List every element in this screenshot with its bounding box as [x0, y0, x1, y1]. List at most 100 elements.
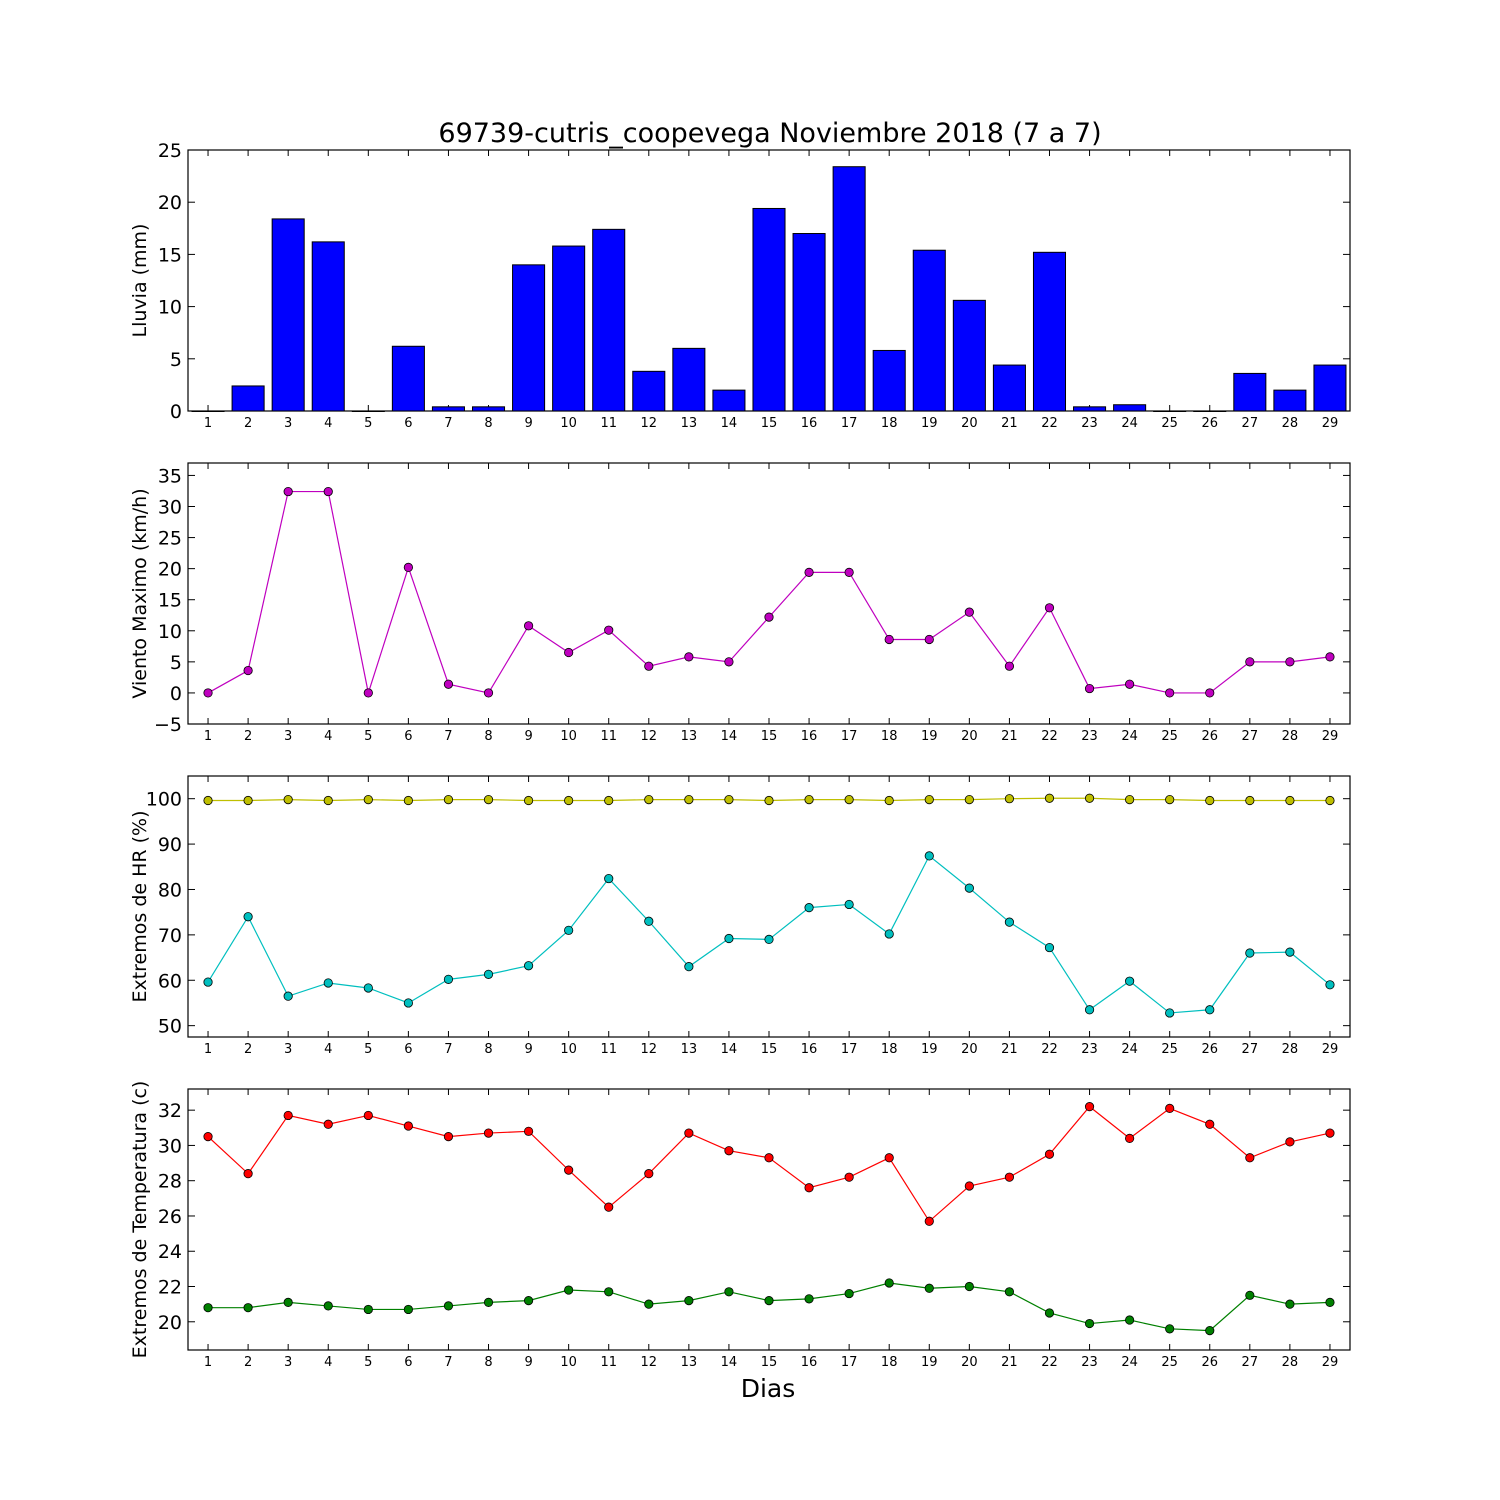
data-point	[804, 1183, 814, 1193]
data-point	[644, 1299, 654, 1309]
data-point	[764, 1153, 774, 1163]
x-tick-label: 4	[324, 729, 332, 744]
y-axis-label: Extremos de Temperatura (c)	[129, 1081, 151, 1359]
data-point	[964, 1181, 974, 1191]
data-point	[924, 634, 934, 645]
x-tick-label: 5	[364, 729, 372, 744]
x-tick-label: 9	[524, 1355, 532, 1370]
data-point	[764, 795, 774, 806]
data-point	[644, 1169, 654, 1179]
x-tick-label: 4	[324, 1042, 332, 1057]
bar	[231, 385, 265, 412]
data-point	[1205, 1326, 1215, 1336]
x-tick-label: 26	[1201, 1042, 1218, 1057]
data-point	[363, 795, 373, 805]
data-point	[804, 1294, 814, 1304]
x-tick-label: 2	[244, 416, 252, 431]
data-point	[243, 1169, 253, 1179]
data-point	[1325, 980, 1335, 990]
data-point	[604, 1287, 614, 1297]
data-point	[1044, 1149, 1055, 1159]
data-point	[764, 612, 774, 622]
y-tick-label: 15	[158, 244, 182, 266]
data-point	[1165, 1103, 1175, 1113]
data-point	[523, 795, 534, 806]
data-point	[684, 1296, 694, 1306]
bar	[311, 241, 345, 412]
data-point	[1004, 1172, 1015, 1182]
x-tick-label: 12	[641, 729, 658, 744]
y-tick-label: 35	[158, 465, 182, 487]
x-tick-label: 22	[1041, 729, 1058, 744]
data-point	[243, 665, 253, 676]
x-tick-label: 11	[600, 1042, 617, 1057]
y-tick-label: 24	[158, 1241, 182, 1263]
data-point	[964, 795, 974, 805]
data-point	[523, 961, 534, 971]
x-tick-label: 17	[841, 416, 858, 431]
bar	[1032, 251, 1067, 412]
data-point	[443, 974, 454, 984]
x-tick-label: 24	[1121, 416, 1138, 431]
data-point	[644, 795, 654, 805]
y-tick-label: 60	[158, 970, 182, 992]
bar	[351, 410, 385, 412]
x-tick-label: 1	[204, 729, 212, 744]
y-tick-label: 28	[158, 1171, 182, 1193]
data-point	[604, 1202, 614, 1212]
x-tick-label: 4	[324, 1355, 332, 1370]
x-tick-label: 5	[364, 416, 372, 431]
bar	[191, 410, 225, 412]
x-tick-label: 29	[1322, 1042, 1339, 1057]
x-tick-label: 25	[1161, 729, 1178, 744]
data-point	[964, 1281, 974, 1292]
y-tick-label: 25	[158, 528, 182, 550]
data-point	[443, 1132, 454, 1142]
data-point	[1325, 1128, 1335, 1138]
data-point	[323, 978, 333, 988]
x-tick-label: 10	[560, 1355, 577, 1370]
x-tick-label: 21	[1001, 1042, 1018, 1057]
bar	[1153, 410, 1187, 412]
data-point	[323, 486, 333, 497]
data-point	[1205, 1005, 1215, 1015]
data-point	[443, 679, 454, 689]
data-point	[523, 621, 534, 631]
x-tick-label: 14	[721, 1042, 738, 1057]
x-tick-label: 12	[641, 1042, 658, 1057]
data-point	[1125, 795, 1135, 805]
y-tick-label: 15	[158, 590, 182, 612]
x-tick-label: 23	[1081, 729, 1098, 744]
data-point	[1084, 683, 1095, 694]
data-point	[684, 652, 694, 662]
x-tick-label: 11	[600, 729, 617, 744]
x-tick-label: 28	[1282, 729, 1299, 744]
x-tick-label: 9	[524, 416, 532, 431]
data-point	[283, 486, 293, 497]
bar	[832, 166, 866, 412]
bar	[1233, 372, 1267, 412]
y-tick-label: 70	[158, 925, 182, 947]
data-point	[323, 1119, 333, 1129]
bar	[592, 228, 626, 412]
data-point	[523, 1296, 534, 1306]
data-point	[1084, 1102, 1095, 1112]
data-point	[1004, 794, 1015, 804]
x-tick-label: 8	[484, 729, 492, 744]
x-tick-label: 19	[921, 1355, 938, 1370]
data-point	[564, 925, 574, 935]
y-tick-label: 30	[158, 497, 182, 519]
data-point	[844, 567, 854, 577]
data-point	[684, 795, 694, 805]
x-tick-label: 20	[961, 1042, 978, 1057]
x-tick-label: 9	[524, 729, 532, 744]
x-tick-label: 7	[444, 1042, 452, 1057]
x-tick-label: 18	[881, 416, 898, 431]
data-point	[564, 795, 574, 806]
x-tick-label: 21	[1001, 1355, 1018, 1370]
data-point	[1285, 795, 1295, 806]
